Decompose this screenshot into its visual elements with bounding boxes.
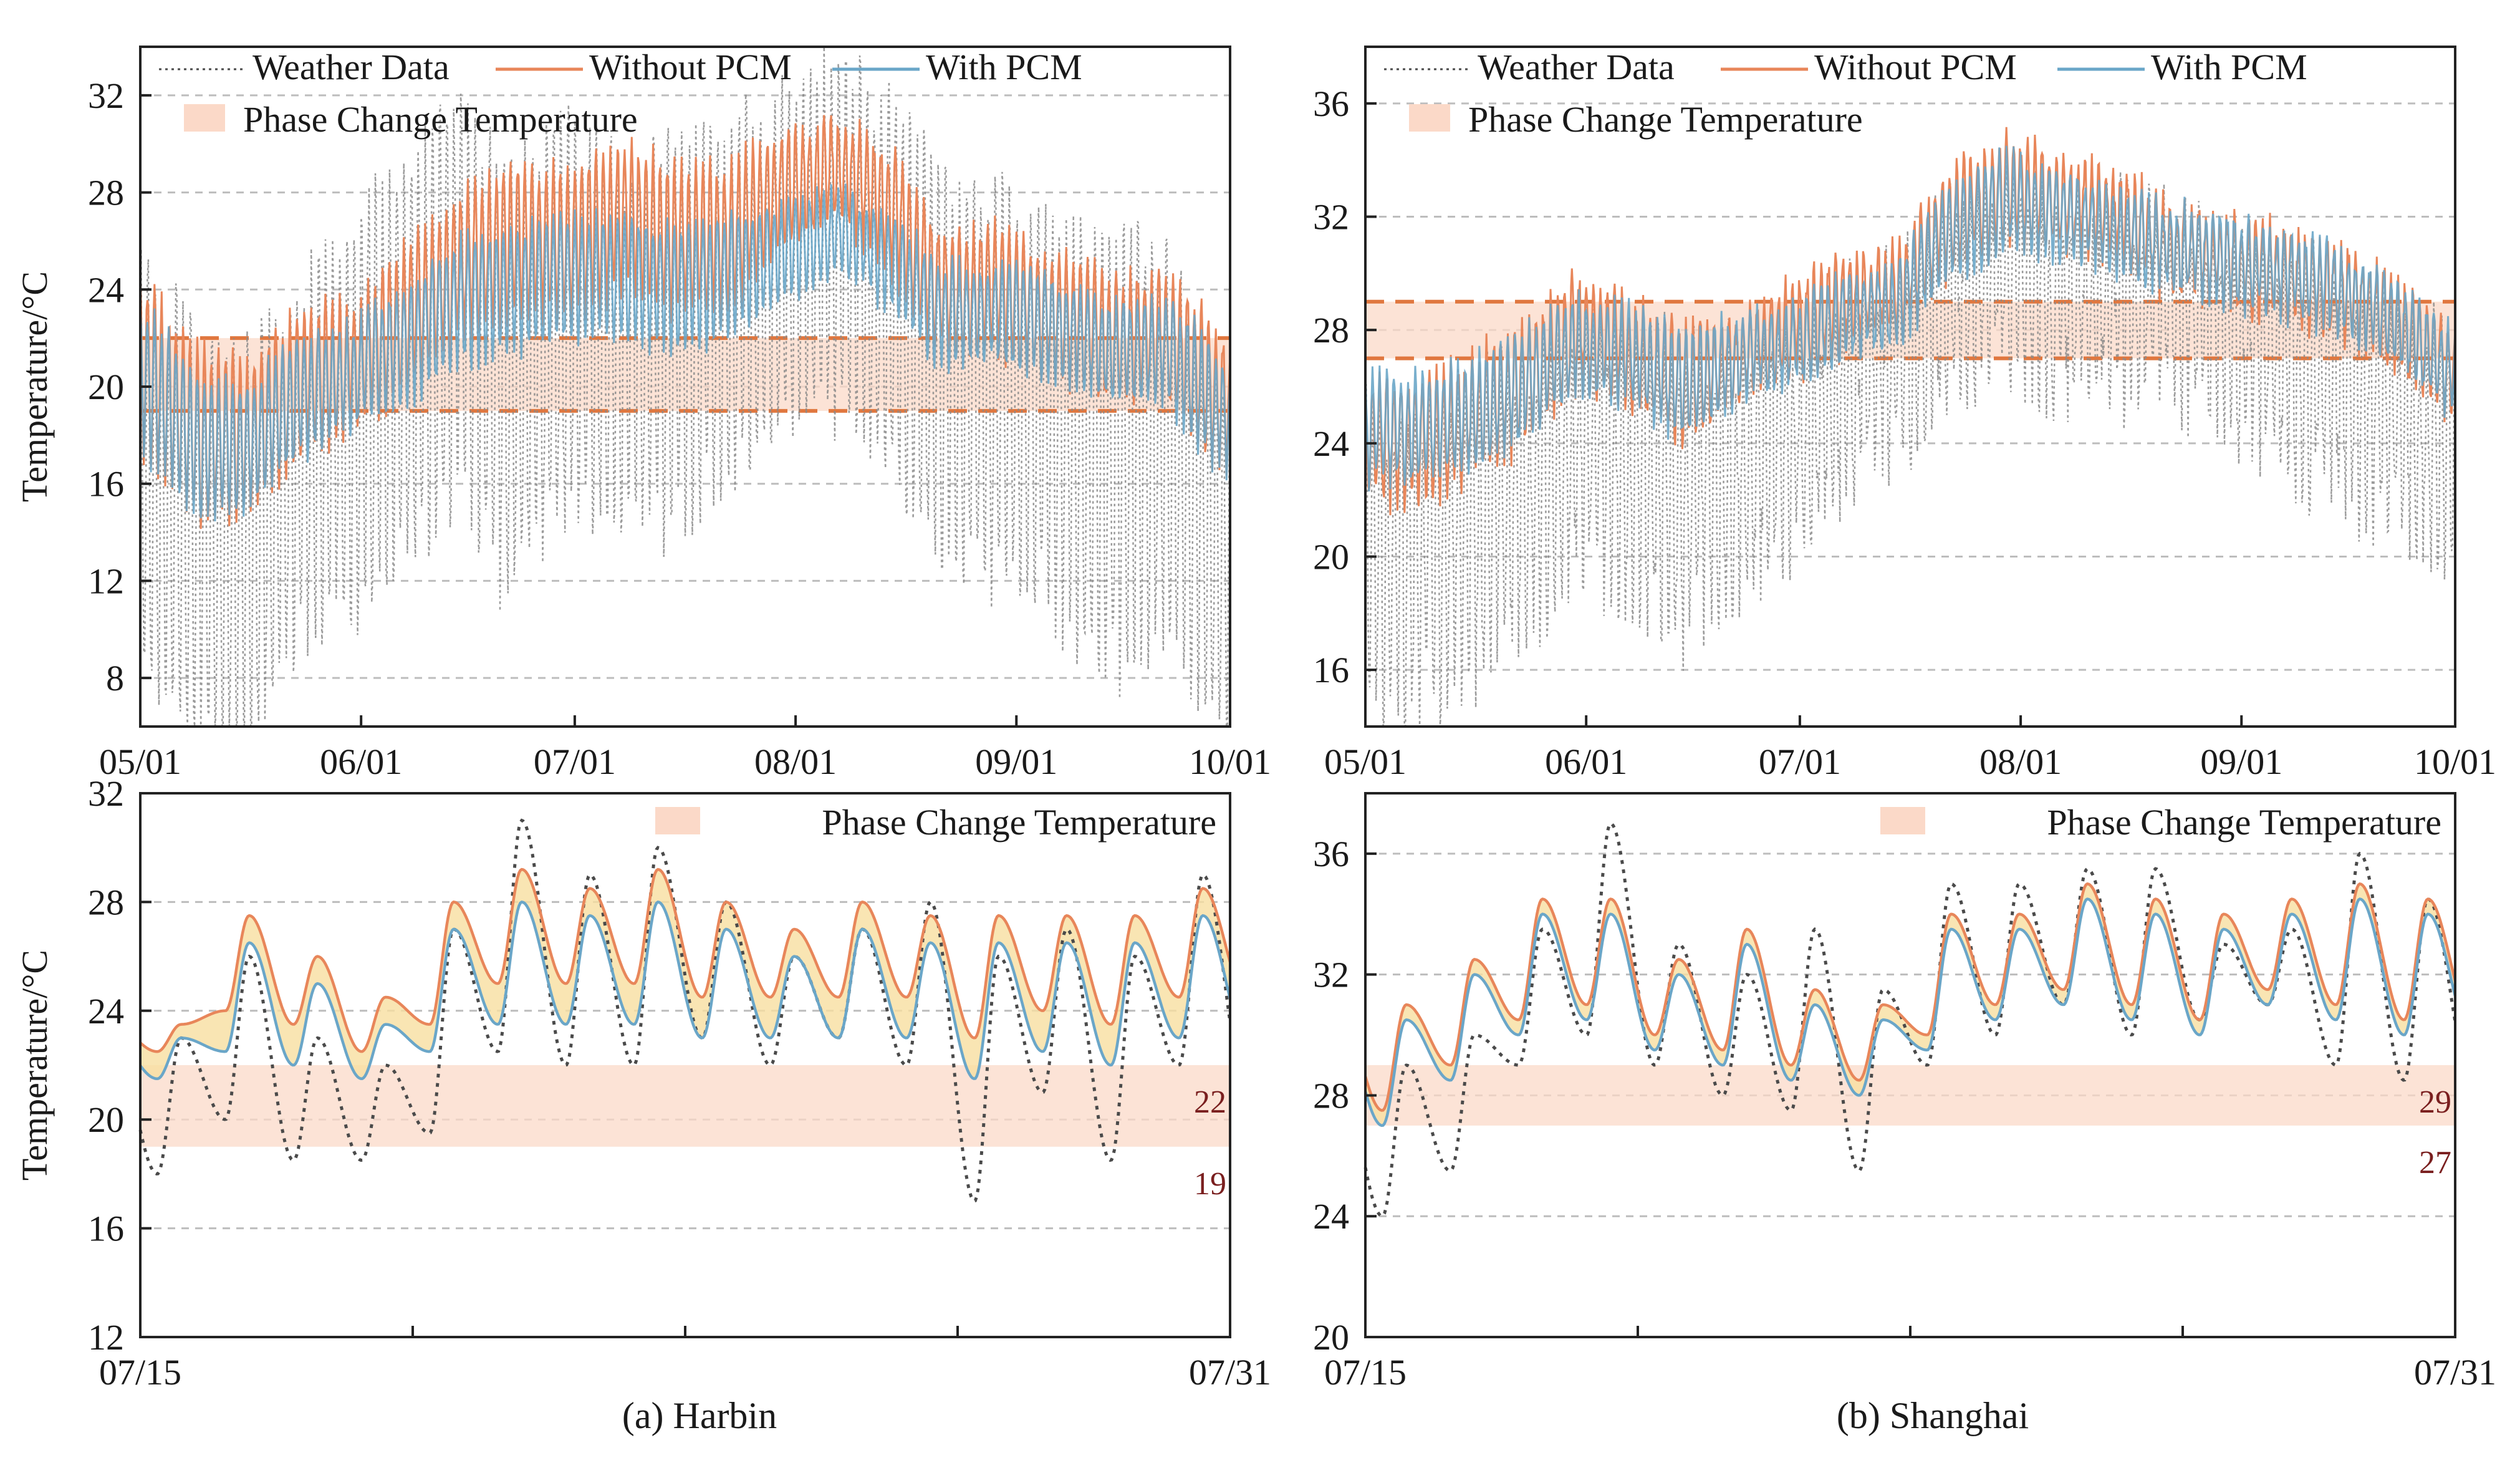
y-axis-label: Temperature/°C [14,950,55,1181]
legend-label: Weather Data [252,47,450,87]
y-tick-label: 16 [88,1209,124,1249]
y-tick-label: 12 [88,1317,124,1358]
pcm-band [1365,1065,2455,1126]
y-tick-label: 20 [88,1099,124,1140]
x-tick-label: 07/01 [1759,741,1841,782]
legend-label: Phase Change Temperature [1468,99,1863,140]
y-tick-label: 20 [1313,1317,1349,1358]
plot-frame [1364,46,2456,728]
caption-shanghai: (b) Shanghai [1837,1395,2029,1436]
x-tick-label: 10/01 [2414,741,2496,782]
legend-swatch [1409,104,1450,132]
y-tick-label: 32 [88,75,124,116]
harbin-season-panel: 8 12 16 20 24 28 32 05/01 06/01 07/01 08/01 09/01 10… [14,46,1271,782]
y-tick-label: 32 [1313,197,1349,238]
y-tick-label: 36 [1313,84,1349,124]
legend-swatch [184,104,225,132]
series-with-pcm [139,183,1231,522]
series-weather [139,46,1231,728]
x-tick-label: 05/01 [99,741,181,782]
x-tick-label: 07/01 [534,741,616,782]
legend-label: Weather Data [1478,47,1675,87]
x-tick-label: 08/01 [754,741,837,782]
legend-label: Phase Change Temperature [243,99,638,140]
legend-label: Phase Change Temperature [2047,802,2441,843]
pcm-lower-label: 19 [1194,1166,1226,1202]
shanghai-zoom-panel: 20 24 28 32 36 07/15 07/31 Phase Change Tempera… [1313,792,2496,1393]
y-tick-label: 8 [106,658,124,698]
x-tick-label: 06/01 [1545,741,1627,782]
y-tick-label: 20 [88,367,124,407]
series-without-pcm [139,867,1232,1053]
x-tick-label: 09/01 [2200,741,2282,782]
y-tick-label: 28 [1313,1075,1349,1116]
shanghai-season-panel: 16 20 24 28 32 36 05/01 06/01 07/01 08/01 09/01 10/… [1313,46,2496,782]
pcm-upper-label: 29 [2419,1084,2451,1120]
y-tick-label: 28 [1313,310,1349,350]
y-tick-label: 36 [1313,834,1349,874]
y-tick-label: 20 [1313,537,1349,577]
legend-label: Phase Change Temperature [822,802,1216,843]
y-tick-label: 12 [88,561,124,601]
caption-harbin: (a) Harbin [622,1395,777,1436]
legend-label: Without PCM [1814,47,2017,87]
legend-swatch [655,807,700,834]
legend-swatch [1880,807,1925,834]
legend-label: With PCM [2151,47,2307,87]
series-weather [1363,821,2457,1218]
y-tick-label: 24 [1313,423,1349,464]
x-tick-label: 08/01 [1979,741,2062,782]
y-tick-label: 28 [88,882,124,922]
series-without-pcm [1363,882,2457,1112]
x-tick-label: 09/01 [975,741,1057,782]
x-tick-label: 06/01 [320,741,402,782]
pcm-lower-label: 27 [2419,1145,2451,1181]
x-tick-label: 07/31 [1189,1352,1271,1393]
y-tick-label: 32 [1313,955,1349,995]
y-axis-label: Temperature/°C [14,271,55,502]
series-with-pcm [1364,145,2456,492]
x-tick-label: 07/15 [99,1352,181,1393]
pcm-band [140,1065,1230,1147]
x-tick-label: 10/01 [1189,741,1271,782]
y-tick-label: 16 [1313,650,1349,690]
y-tick-label: 32 [88,773,124,814]
y-tick-label: 16 [88,464,124,505]
pcm-upper-label: 22 [1194,1084,1226,1120]
y-tick-label: 24 [88,269,124,310]
series-weather [1364,153,2456,728]
series-with-pcm [1363,897,2457,1128]
harbin-zoom-panel: 12 16 20 24 28 32 07/15 07/31 Temperature/°C Phas… [14,773,1271,1393]
y-tick-label: 24 [1313,1196,1349,1237]
legend-label: With PCM [926,47,1082,87]
legend-label: Without PCM [589,47,792,87]
x-tick-label: 05/01 [1324,741,1407,782]
y-tick-label: 28 [88,173,124,213]
y-tick-label: 24 [88,991,124,1031]
x-tick-label: 07/31 [2414,1352,2496,1393]
series-with-pcm [139,900,1232,1081]
x-tick-label: 07/15 [1324,1352,1407,1393]
